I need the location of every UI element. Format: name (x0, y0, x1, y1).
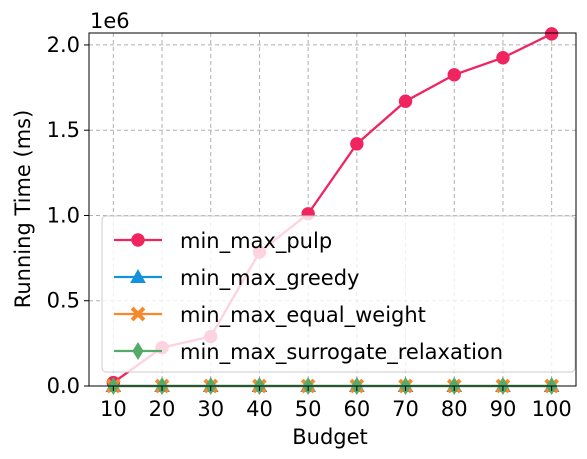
legend-box (101, 215, 576, 373)
legend-label: min_max_surrogate_relaxation (180, 340, 503, 365)
x-tick-label: 80 (441, 397, 468, 421)
legend-entry: min_max_surrogate_relaxation (114, 340, 503, 365)
y-tick-label: 0.0 (47, 374, 80, 398)
x-tick-label: 100 (532, 397, 572, 421)
x-axis-label: Budget (292, 425, 368, 449)
legend-marker (132, 342, 144, 360)
data-point-marker (447, 68, 461, 82)
data-point-marker (398, 94, 413, 108)
legend-marker (130, 306, 146, 322)
legend-entry: min_max_pulp (114, 229, 332, 254)
legend-marker (130, 268, 146, 283)
legend-label: min_max_equal_weight (180, 303, 426, 328)
legend-label: min_max_greedy (180, 266, 359, 291)
legend-marker (131, 233, 145, 247)
plot-area-frame (88, 32, 577, 387)
y-tick-label: 1.5 (47, 118, 80, 142)
data-point-marker (496, 51, 510, 65)
y-axis-label: Running Time (ms) (11, 110, 35, 309)
x-axis-ticks: 10 20 30 40 50 60 70 80 90 100 (100, 386, 572, 421)
legend-label: min_max_pulp (180, 229, 332, 254)
y-tick-label: 1.0 (47, 203, 80, 227)
x-tick-label: 90 (490, 397, 517, 421)
x-tick-label: 60 (343, 397, 370, 421)
x-tick-label: 10 (100, 397, 127, 421)
y-tick-label: 0.5 (47, 289, 80, 313)
x-tick-label: 70 (392, 397, 419, 421)
legend: min_max_pulp min_max_greedy min_max_equal_… (101, 215, 576, 373)
legend-entry: min_max_greedy (114, 266, 359, 291)
data-point-marker (544, 27, 559, 41)
y-tick-label: 2.0 (47, 33, 80, 57)
x-tick-label: 50 (295, 397, 322, 421)
x-tick-label: 30 (197, 397, 224, 421)
x-tick-label: 40 (246, 397, 273, 421)
y-axis-ticks: 0.0 0.5 1.0 1.5 2.0 (47, 33, 89, 398)
y-scale-note: 1e6 (90, 9, 130, 33)
legend-entry: min_max_equal_weight (114, 303, 426, 328)
data-point-marker (350, 137, 364, 151)
x-tick-label: 20 (149, 397, 176, 421)
